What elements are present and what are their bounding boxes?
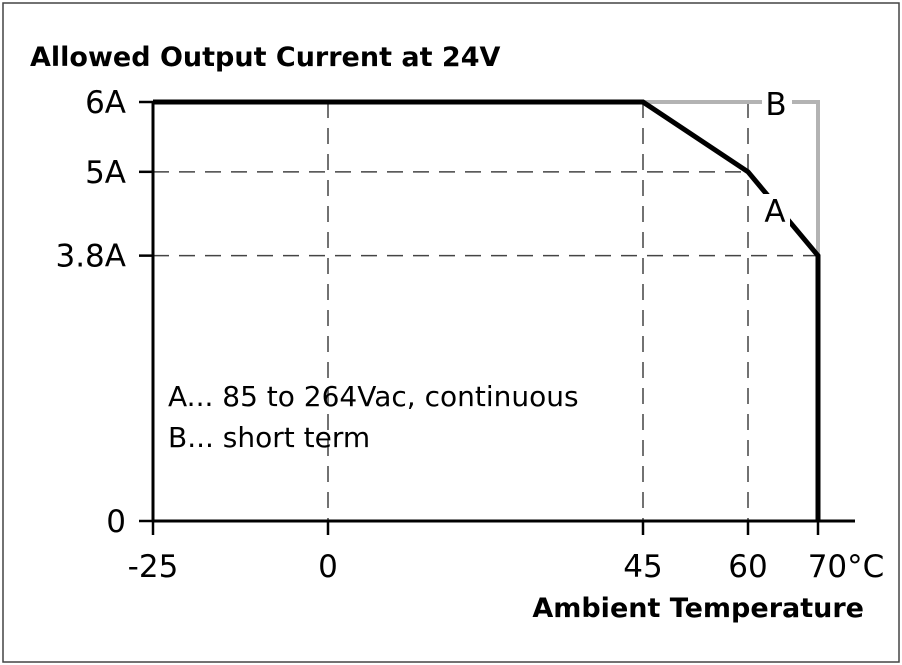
x-tick-label: 45 <box>623 549 662 585</box>
x-axis-label: Ambient Temperature <box>532 593 864 624</box>
legend-entry-b: B... short term <box>168 421 370 454</box>
series-label-a: A <box>764 194 785 230</box>
legend-entry-a: A... 85 to 264Vac, continuous <box>168 380 579 413</box>
series-label-b: B <box>765 87 786 123</box>
y-tick-label: 5A <box>85 155 126 191</box>
series-line-a <box>153 99 821 521</box>
chart-title: Allowed Output Current at 24V <box>30 42 500 73</box>
y-tick-label: 3.8A <box>55 239 126 275</box>
x-tick-label: 0 <box>318 549 338 585</box>
series-label-a-background <box>760 194 790 228</box>
x-tick-label: -25 <box>128 549 179 585</box>
x-tick-label: 70°C <box>808 549 885 585</box>
series-label-b-background <box>762 84 792 120</box>
series-line-b <box>643 100 820 256</box>
y-tick-label: 0 <box>106 504 126 540</box>
x-tick-label: 60 <box>728 549 767 585</box>
y-tick-label: 6A <box>85 85 126 121</box>
